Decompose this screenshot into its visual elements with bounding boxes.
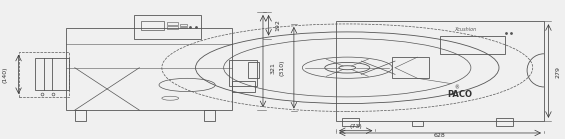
Bar	[36, 58, 69, 90]
Bar	[248, 62, 259, 78]
Bar	[141, 21, 163, 30]
Text: 192: 192	[276, 19, 281, 31]
Bar	[75, 110, 86, 121]
Text: Xcushion: Xcushion	[454, 27, 476, 32]
Bar	[412, 121, 423, 126]
Bar	[66, 28, 232, 110]
Text: (73): (73)	[349, 124, 362, 129]
Text: (310): (310)	[279, 59, 284, 76]
Bar	[134, 15, 201, 39]
Bar	[336, 21, 544, 121]
Bar	[180, 24, 187, 26]
Bar	[204, 110, 215, 121]
Text: ®: ®	[454, 85, 459, 90]
Bar	[342, 118, 359, 126]
Bar	[167, 22, 178, 25]
Text: PACO: PACO	[447, 90, 472, 99]
Text: (140): (140)	[2, 66, 7, 83]
Bar	[167, 26, 178, 29]
Text: 321: 321	[270, 62, 275, 74]
Bar	[440, 36, 505, 54]
Bar	[232, 81, 255, 92]
Bar	[496, 118, 513, 126]
Text: 279: 279	[555, 66, 560, 78]
Bar	[180, 27, 187, 28]
Bar	[19, 52, 69, 97]
Text: 628: 628	[434, 133, 446, 138]
Bar	[229, 60, 258, 86]
Bar	[392, 57, 429, 78]
